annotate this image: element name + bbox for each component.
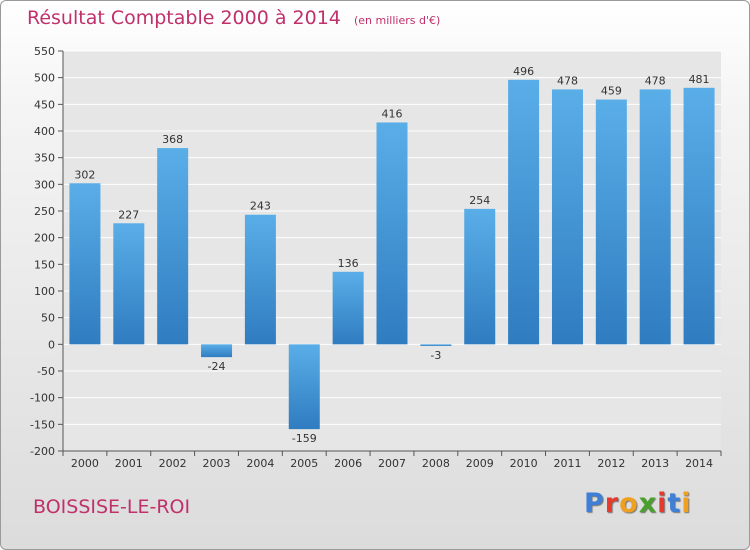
- bar: [157, 148, 189, 345]
- bar: [683, 87, 715, 345]
- bar-value-label: -3: [430, 349, 441, 362]
- bar-value-label: 496: [513, 65, 534, 78]
- brand-letter: P: [584, 488, 605, 519]
- y-tick-label: -100: [30, 392, 55, 405]
- bar: [639, 89, 671, 345]
- x-tick-label: 2012: [597, 457, 625, 470]
- bar: [201, 344, 233, 358]
- x-tick-label: 2013: [641, 457, 669, 470]
- y-tick-label: 100: [34, 285, 55, 298]
- x-tick-label: 2009: [466, 457, 494, 470]
- y-tick-label: 300: [34, 178, 55, 191]
- bar-value-label: 302: [74, 168, 95, 181]
- x-tick-label: 2011: [553, 457, 581, 470]
- y-tick-label: 0: [48, 338, 55, 351]
- brand-letter: r: [604, 488, 620, 519]
- x-tick-label: 2014: [685, 457, 713, 470]
- bar-value-label: 243: [250, 200, 271, 213]
- y-tick-label: 200: [34, 232, 55, 245]
- y-tick-label: 500: [34, 72, 55, 85]
- bar-value-label: 368: [162, 133, 183, 146]
- bar: [595, 99, 627, 345]
- bar: [288, 344, 320, 430]
- x-tick-label: 2000: [71, 457, 99, 470]
- y-tick-label: 450: [34, 98, 55, 111]
- chart-subtitle: (en milliers d'€): [353, 14, 441, 27]
- x-tick-label: 2003: [203, 457, 231, 470]
- brand-letter: t: [667, 488, 682, 519]
- y-tick-label: 250: [34, 205, 55, 218]
- bar-value-label: 478: [557, 74, 578, 87]
- brand-letter: o: [619, 488, 639, 519]
- y-tick-label: 350: [34, 152, 55, 165]
- bar: [332, 271, 364, 345]
- commune-name: BOISSISE-LE-ROI: [33, 496, 191, 518]
- bar-value-label: 254: [469, 194, 490, 207]
- bar-value-label: -24: [208, 360, 226, 373]
- title-row: Résultat Comptable 2000 à 2014 (en milli…: [27, 7, 440, 29]
- bar: [69, 183, 101, 345]
- bar: [244, 214, 276, 345]
- bar: [376, 122, 408, 345]
- x-tick-label: 2006: [334, 457, 362, 470]
- x-tick-label: 2004: [246, 457, 274, 470]
- chart-title: Résultat Comptable 2000 à 2014: [27, 7, 341, 29]
- bar-value-label: 136: [338, 257, 359, 270]
- x-tick-label: 2007: [378, 457, 406, 470]
- brand-letter: i: [657, 488, 668, 519]
- x-tick-label: 2005: [290, 457, 318, 470]
- x-tick-label: 2002: [159, 457, 187, 470]
- x-tick-label: 2008: [422, 457, 450, 470]
- y-tick-label: 400: [34, 125, 55, 138]
- brand-letter: x: [638, 488, 658, 519]
- bar-value-label: -159: [292, 432, 317, 445]
- bar-value-label: 459: [601, 85, 622, 98]
- y-tick-label: 550: [34, 45, 55, 58]
- bar: [113, 223, 145, 345]
- bar-value-label: 227: [118, 208, 139, 221]
- y-tick-label: 150: [34, 258, 55, 271]
- y-tick-label: -150: [30, 418, 55, 431]
- brand-letter: i: [681, 488, 692, 519]
- brand-logo: Proxiti: [584, 488, 692, 519]
- x-tick-label: 2010: [510, 457, 538, 470]
- bar: [464, 208, 496, 345]
- x-tick-label: 2001: [115, 457, 143, 470]
- bar-value-label: 416: [382, 107, 403, 120]
- bar-value-label: 481: [689, 73, 710, 86]
- y-tick-label: -200: [30, 445, 55, 458]
- bar: [420, 344, 452, 346]
- bar: [508, 79, 540, 345]
- y-tick-label: 50: [41, 312, 55, 325]
- bar: [551, 89, 583, 345]
- bar-value-label: 478: [645, 74, 666, 87]
- y-tick-label: -50: [37, 365, 55, 378]
